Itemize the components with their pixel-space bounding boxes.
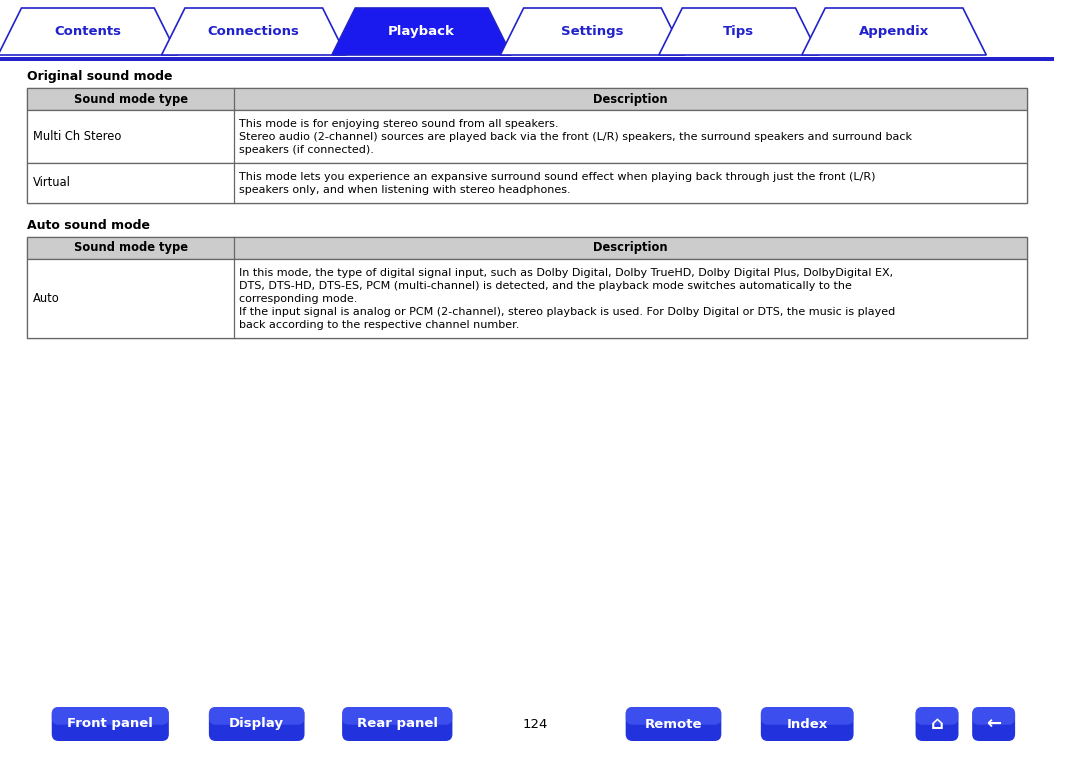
Bar bbox=[27, 237, 1027, 338]
Text: Auto sound mode: Auto sound mode bbox=[27, 219, 150, 232]
Text: Contents: Contents bbox=[54, 25, 121, 38]
Text: Playback: Playback bbox=[388, 25, 455, 38]
Text: Original sound mode: Original sound mode bbox=[27, 70, 173, 83]
Text: speakers (if connected).: speakers (if connected). bbox=[239, 145, 374, 155]
Text: This mode lets you experience an expansive surround sound effect when playing ba: This mode lets you experience an expansi… bbox=[239, 172, 876, 182]
Text: Description: Description bbox=[593, 241, 667, 254]
FancyBboxPatch shape bbox=[342, 707, 453, 741]
FancyBboxPatch shape bbox=[625, 707, 721, 741]
FancyBboxPatch shape bbox=[208, 707, 305, 724]
FancyBboxPatch shape bbox=[52, 707, 168, 741]
Text: Front panel: Front panel bbox=[67, 718, 153, 731]
Bar bbox=[27, 237, 1027, 259]
Text: Display: Display bbox=[229, 718, 284, 731]
Text: Appendix: Appendix bbox=[859, 25, 929, 38]
Text: back according to the respective channel number.: back according to the respective channel… bbox=[239, 320, 519, 330]
Text: This mode is for enjoying stereo sound from all speakers.: This mode is for enjoying stereo sound f… bbox=[239, 119, 558, 129]
Bar bbox=[27, 88, 1027, 110]
Text: If the input signal is analog or PCM (2-channel), stereo playback is used. For D: If the input signal is analog or PCM (2-… bbox=[239, 307, 895, 317]
Bar bbox=[27, 259, 1027, 338]
FancyBboxPatch shape bbox=[916, 707, 958, 724]
Text: ⌂: ⌂ bbox=[931, 715, 944, 733]
FancyBboxPatch shape bbox=[342, 707, 453, 724]
Text: Multi Ch Stereo: Multi Ch Stereo bbox=[33, 130, 122, 143]
Text: Index: Index bbox=[786, 718, 828, 731]
FancyBboxPatch shape bbox=[208, 707, 305, 741]
FancyBboxPatch shape bbox=[52, 707, 168, 724]
Text: Auto: Auto bbox=[33, 292, 59, 305]
Text: Rear panel: Rear panel bbox=[356, 718, 437, 731]
Text: Tips: Tips bbox=[724, 25, 755, 38]
Text: Sound mode type: Sound mode type bbox=[73, 93, 188, 106]
Polygon shape bbox=[332, 8, 512, 55]
Bar bbox=[27, 110, 1027, 163]
Text: Remote: Remote bbox=[645, 718, 702, 731]
Text: Connections: Connections bbox=[207, 25, 300, 38]
FancyBboxPatch shape bbox=[916, 707, 958, 741]
Bar bbox=[0, 57, 1054, 61]
Bar bbox=[27, 88, 1027, 203]
Text: In this mode, the type of digital signal input, such as Dolby Digital, Dolby Tru: In this mode, the type of digital signal… bbox=[239, 268, 893, 278]
Text: ←: ← bbox=[986, 715, 1001, 733]
FancyBboxPatch shape bbox=[760, 707, 853, 724]
Text: corresponding mode.: corresponding mode. bbox=[239, 294, 357, 304]
Bar bbox=[27, 163, 1027, 203]
Polygon shape bbox=[801, 8, 986, 55]
FancyBboxPatch shape bbox=[972, 707, 1015, 724]
Text: speakers only, and when listening with stereo headphones.: speakers only, and when listening with s… bbox=[239, 185, 570, 195]
Text: DTS, DTS-HD, DTS-ES, PCM (multi-channel) is detected, and the playback mode swit: DTS, DTS-HD, DTS-ES, PCM (multi-channel)… bbox=[239, 281, 852, 291]
Polygon shape bbox=[659, 8, 819, 55]
Text: 124: 124 bbox=[523, 718, 548, 731]
Text: Virtual: Virtual bbox=[33, 177, 71, 189]
FancyBboxPatch shape bbox=[625, 707, 721, 724]
Polygon shape bbox=[0, 8, 177, 55]
Text: Stereo audio (2-channel) sources are played back via the front (L/R) speakers, t: Stereo audio (2-channel) sources are pla… bbox=[239, 132, 913, 142]
Polygon shape bbox=[162, 8, 346, 55]
FancyBboxPatch shape bbox=[972, 707, 1015, 741]
Text: Sound mode type: Sound mode type bbox=[73, 241, 188, 254]
Text: Settings: Settings bbox=[562, 25, 624, 38]
Polygon shape bbox=[500, 8, 685, 55]
Text: Description: Description bbox=[593, 93, 667, 106]
FancyBboxPatch shape bbox=[760, 707, 853, 741]
